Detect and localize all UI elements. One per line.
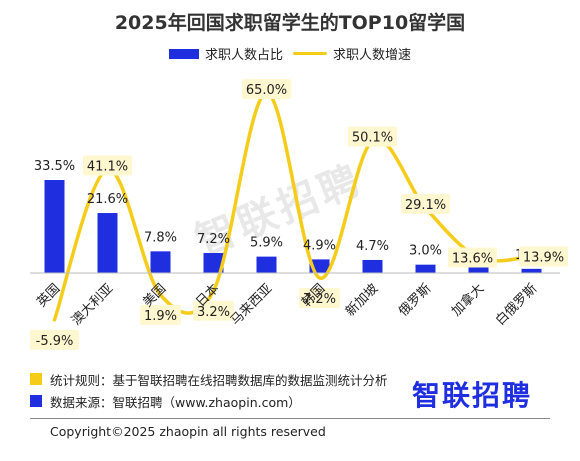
bar-8	[468, 267, 489, 273]
category-label-9: 白俄罗斯	[492, 281, 540, 329]
bar-0	[44, 180, 65, 273]
category-label-4: 马来西亚	[228, 281, 275, 328]
bar-label-0: 33.5%	[34, 159, 75, 174]
category-label-1: 澳大利亚	[68, 281, 116, 329]
note-rule-text: 统计规则：基于智联招聘在线招聘数据库的数据监测统计分析	[50, 372, 388, 388]
line-label-bg-7	[401, 193, 450, 214]
category-labels-group: 英国 澳大利亚 美国 日本 马来西亚 韩国 新加坡 俄罗斯 加拿大 白俄罗斯	[34, 281, 540, 329]
brand-logo: 智联招聘	[412, 379, 533, 412]
line-label-8: 13.6%	[452, 251, 493, 266]
copyright: Copyright©2025 zhaopin all rights reserv…	[50, 424, 326, 439]
note-source: 数据来源：智联招聘（www.zhaopin.com）	[30, 390, 388, 412]
line-label-bg-2	[140, 304, 181, 325]
bar-6	[362, 259, 383, 273]
divider	[30, 418, 550, 419]
bar-label-4: 5.9%	[250, 236, 283, 251]
legend-bar-label: 求职人数占比	[204, 48, 283, 63]
line-label-5: 7.2%	[303, 292, 336, 307]
line-label-bg-1	[83, 155, 132, 176]
line-label-bg-4	[242, 79, 291, 99]
chart-title: 2025年回国求职留学生的TOP10留学国	[114, 12, 466, 34]
legend-line-swatch	[293, 52, 327, 55]
bar-label-1: 21.6%	[87, 192, 128, 207]
line-label-0: -5.9%	[36, 334, 74, 349]
legend-item-bar: 求职人数占比	[168, 44, 283, 63]
line-label-1: 41.1%	[87, 159, 128, 174]
line-label-6: 50.1%	[352, 131, 393, 146]
bar-label-2: 7.8%	[144, 230, 177, 245]
line-label-bg-9	[519, 246, 568, 267]
line-label-2: 1.9%	[144, 309, 177, 324]
line-label-bg-8	[448, 247, 497, 268]
line-label-bg-0	[30, 329, 79, 350]
line-label-3: 3.2%	[197, 305, 230, 320]
bar-1	[97, 213, 118, 273]
legend: 求职人数占比 求职人数增速	[0, 44, 580, 63]
line-labels-group: -5.9% 41.1% 1.9% 3.2% 65.0% 7.2% 50.1% 29.1% 13.…	[30, 79, 568, 350]
bar-3	[203, 253, 224, 273]
legend-line-label: 求职人数增速	[333, 48, 412, 63]
bar-7	[415, 264, 436, 273]
line-label-7: 29.1%	[405, 198, 446, 213]
line-label-bg-3	[193, 300, 234, 321]
category-label-8: 加拿大	[448, 281, 487, 320]
note-rule-swatch	[30, 373, 42, 385]
bar-2	[150, 251, 171, 273]
line-label-4: 65.0%	[246, 83, 287, 98]
bar-4	[256, 256, 277, 273]
legend-item-line: 求职人数增速	[293, 44, 411, 63]
note-source-swatch	[30, 395, 42, 407]
category-label-6: 新加坡	[342, 281, 381, 320]
note-source-text: 数据来源：智联招聘（www.zhaopin.com）	[50, 394, 301, 410]
bars-group	[44, 180, 542, 273]
legend-bar-swatch	[168, 48, 199, 59]
bar-9	[521, 268, 542, 273]
bar-label-5: 4.9%	[303, 238, 336, 253]
chart-area: 33.5%21.6%7.8%7.2%5.9%4.9%4.7%3.0%2.0%1.…	[30, 79, 568, 350]
notes: 统计规则：基于智联招聘在线招聘数据库的数据监测统计分析 数据来源：智联招聘（ww…	[30, 368, 388, 412]
bar-label-3: 7.2%	[197, 232, 230, 247]
bar-label-7: 3.0%	[409, 244, 442, 259]
line-label-bg-6	[348, 126, 397, 147]
line-label-bg-5	[299, 287, 340, 308]
note-rule: 统计规则：基于智联招聘在线招聘数据库的数据监测统计分析	[30, 368, 388, 390]
category-label-7: 俄罗斯	[396, 281, 434, 319]
line-label-9: 13.9%	[523, 251, 564, 266]
bar-label-6: 4.7%	[356, 239, 389, 254]
